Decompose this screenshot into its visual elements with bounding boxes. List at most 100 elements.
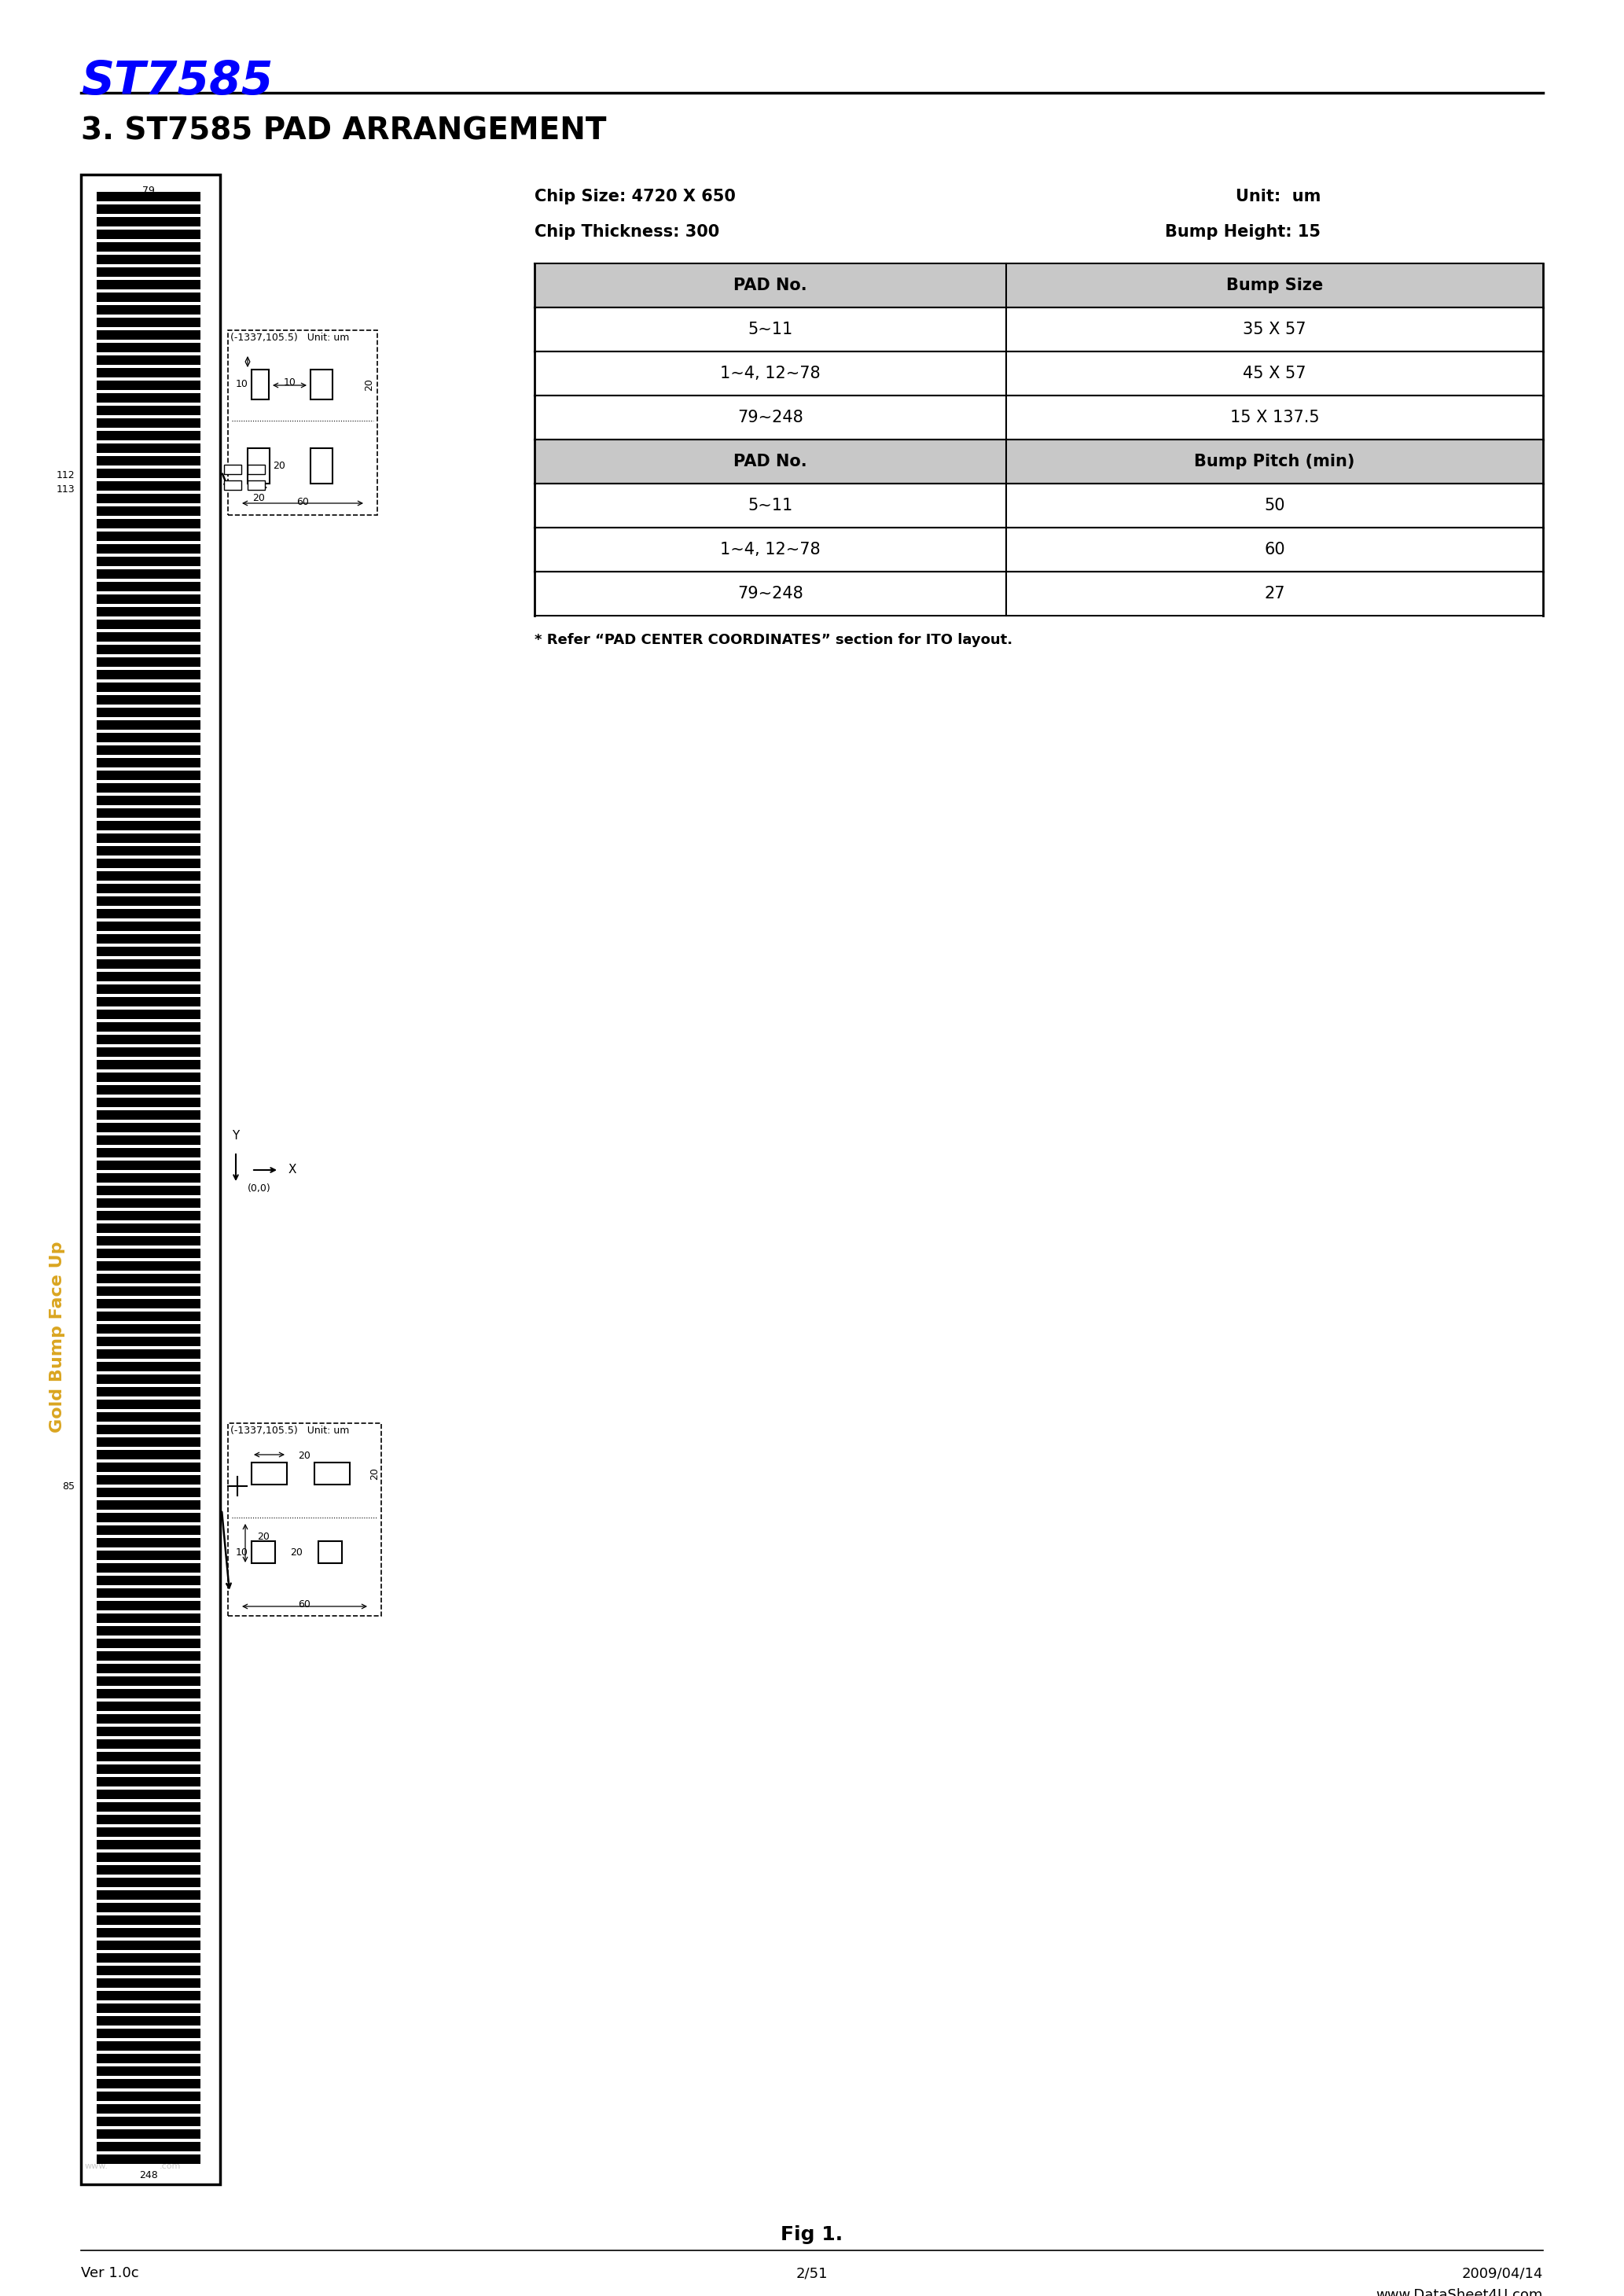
Bar [97, 2016, 200, 2025]
Text: Chip Thickness: 300: Chip Thickness: 300 [534, 225, 719, 239]
Bar [97, 292, 200, 303]
Bar [97, 845, 200, 856]
Bar [315, 1463, 349, 1486]
Bar [97, 432, 200, 441]
Text: 1~4, 12~78: 1~4, 12~78 [719, 365, 820, 381]
Bar [97, 1777, 200, 1786]
Bar [97, 1639, 200, 1649]
Bar [97, 620, 200, 629]
Bar [97, 544, 200, 553]
Bar [97, 2154, 200, 2163]
Bar [252, 1463, 287, 1486]
Bar [97, 1311, 200, 1320]
Bar [310, 370, 333, 400]
Bar [97, 1401, 200, 1410]
Text: 10: 10 [235, 379, 248, 390]
Text: 10: 10 [235, 1548, 248, 1557]
Text: 85: 85 [62, 1481, 75, 1490]
Bar [97, 1300, 200, 1309]
Text: 5~11: 5~11 [747, 321, 793, 338]
Bar [97, 1864, 200, 1874]
Bar [97, 1463, 200, 1472]
Bar [97, 696, 200, 705]
Bar [97, 960, 200, 969]
Bar [97, 797, 200, 806]
Bar [534, 572, 1543, 615]
Text: (-1337,105.5)   Unit: um: (-1337,105.5) Unit: um [231, 333, 349, 342]
Text: Gold Bump Face Up: Gold Bump Face Up [49, 1240, 65, 1433]
Bar [97, 1589, 200, 1598]
Bar [97, 1199, 200, 1208]
Bar [97, 2092, 200, 2101]
Bar [97, 985, 200, 994]
Bar [227, 1424, 382, 1616]
Text: 20: 20 [273, 461, 286, 471]
Bar [97, 1763, 200, 1775]
Bar [97, 1061, 200, 1070]
Bar [97, 255, 200, 264]
Bar [310, 448, 333, 484]
Bar [97, 721, 200, 730]
Bar [97, 884, 200, 893]
Bar [97, 1954, 200, 1963]
Bar [97, 418, 200, 427]
Bar [97, 1525, 200, 1534]
Bar [97, 533, 200, 542]
Bar [97, 996, 200, 1006]
Bar [97, 859, 200, 868]
Text: 60: 60 [297, 496, 309, 507]
Text: 113: 113 [57, 484, 75, 496]
Bar [97, 1010, 200, 1019]
Text: 60: 60 [299, 1600, 310, 1609]
Bar [97, 1789, 200, 1800]
Bar [97, 1701, 200, 1711]
Text: 3. ST7585 PAD ARRANGEMENT: 3. ST7585 PAD ARRANGEMENT [81, 117, 606, 147]
Bar [97, 342, 200, 351]
Bar [97, 1550, 200, 1559]
Text: X: X [289, 1164, 297, 1176]
Bar [97, 1350, 200, 1359]
Bar [97, 746, 200, 755]
Bar [97, 1940, 200, 1949]
Text: www.DataSheet4U.com: www.DataSheet4U.com [1376, 2289, 1543, 2296]
Text: 60: 60 [1263, 542, 1285, 558]
Bar [227, 331, 377, 514]
Bar [97, 1249, 200, 1258]
Bar [97, 519, 200, 528]
Text: Ver 1.0c: Ver 1.0c [81, 2266, 138, 2280]
Bar [97, 1538, 200, 1548]
Bar [97, 1651, 200, 1660]
Bar [97, 280, 200, 289]
Bar [97, 606, 200, 615]
Bar [97, 581, 200, 592]
Bar [97, 482, 200, 491]
Text: 50: 50 [1263, 498, 1285, 514]
Bar [97, 946, 200, 955]
Bar [97, 1474, 200, 1486]
Bar [97, 1185, 200, 1196]
Bar [97, 356, 200, 365]
Text: 2/51: 2/51 [796, 2266, 828, 2280]
Bar [97, 1564, 200, 1573]
Bar [97, 1676, 200, 1685]
Bar [97, 1210, 200, 1221]
Bar [97, 507, 200, 517]
Bar [97, 1111, 200, 1120]
Bar [97, 1979, 200, 1988]
Bar [534, 264, 1543, 308]
Bar [97, 2030, 200, 2039]
Bar [97, 1740, 200, 1750]
Bar [97, 1839, 200, 1848]
Bar [318, 1541, 343, 1564]
Bar [97, 1325, 200, 1334]
Bar [97, 1690, 200, 1699]
Bar [97, 393, 200, 402]
Bar [247, 464, 265, 475]
Bar [97, 1802, 200, 1812]
Bar [97, 670, 200, 680]
Bar [97, 218, 200, 227]
Bar [97, 1362, 200, 1371]
Bar [97, 443, 200, 452]
Bar [97, 2078, 200, 2089]
Bar [97, 494, 200, 503]
